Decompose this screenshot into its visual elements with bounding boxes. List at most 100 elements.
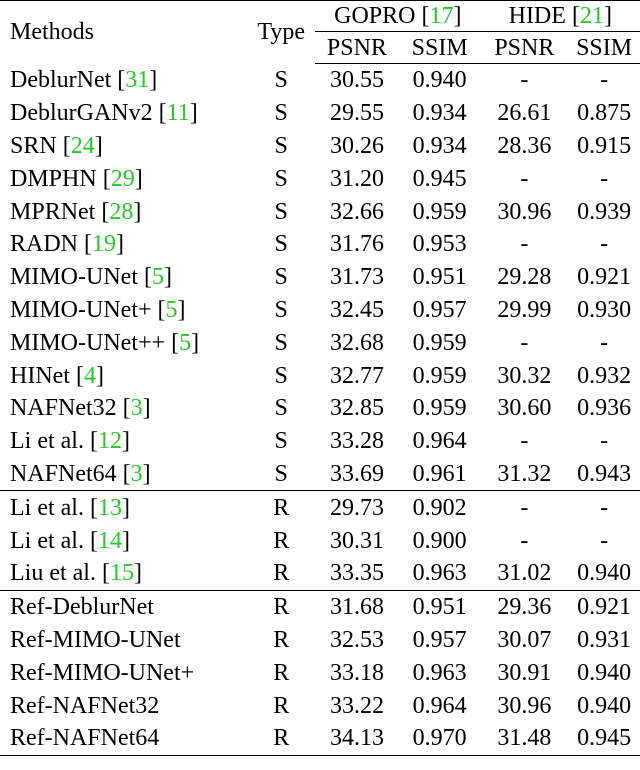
method-cell: MIMO-UNet++ [5] xyxy=(10,329,200,356)
citation-link[interactable]: 28 xyxy=(109,198,134,225)
table-row: Ref-NAFNet64 R 34.13 0.970 31.48 0.945 xyxy=(0,721,640,756)
gopro-ssim-cell: 0.945 xyxy=(412,165,467,192)
method-name: NAFNet32 xyxy=(10,395,117,422)
hide-psnr-cell: - xyxy=(520,231,529,258)
gopro-psnr-cell: 33.22 xyxy=(329,692,384,719)
gopro-psnr-cell: 32.45 xyxy=(329,296,384,323)
method-cell: DMPHN [29] xyxy=(10,165,143,192)
hide-ssim-cell: - xyxy=(600,231,609,258)
gopro-psnr-cell: 29.55 xyxy=(329,100,384,127)
type-cell: R xyxy=(273,527,290,554)
method-name: NAFNet64 xyxy=(10,460,117,487)
citation-link[interactable]: 12 xyxy=(97,428,122,455)
table-row: MIMO-UNet++ [5] S 32.68 0.959 - - xyxy=(0,326,640,359)
header-type: Type xyxy=(247,0,316,64)
hide-psnr-cell: - xyxy=(520,329,529,356)
gopro-ssim-cell: 0.961 xyxy=(412,460,467,487)
method-name: Liu et al. xyxy=(10,560,96,587)
citation-link[interactable]: 29 xyxy=(110,165,135,192)
hide-ssim-cell: - xyxy=(600,329,609,356)
gopro-ssim-cell: 0.900 xyxy=(412,527,467,554)
citation-link[interactable]: 11 xyxy=(166,100,190,127)
hide-psnr-cell: 30.91 xyxy=(497,659,552,686)
type-cell: S xyxy=(274,264,288,291)
hide-psnr-cell: 30.07 xyxy=(497,626,552,653)
hide-psnr-cell: - xyxy=(480,490,569,525)
gopro-ssim-cell: 0.964 xyxy=(412,692,467,719)
citation-link[interactable]: 24 xyxy=(70,132,95,159)
gopro-ssim-cell: 0.970 xyxy=(398,721,481,756)
hide-psnr-cell: 31.48 xyxy=(480,721,569,756)
gopro-psnr-cell: 31.73 xyxy=(329,264,384,291)
hide-psnr-cell: - xyxy=(520,428,529,455)
table-row: DeblurNet [31] S 30.55 0.940 - - xyxy=(0,64,640,97)
gopro-psnr-cell: 33.35 xyxy=(329,560,384,587)
hide-ssim-cell: 0.939 xyxy=(577,198,632,225)
citation-link[interactable]: 15 xyxy=(109,560,134,587)
method-cell: DeblurNet [31] xyxy=(10,67,158,94)
type-cell: R xyxy=(247,589,316,624)
method-name: MIMO-UNet+ xyxy=(10,296,152,323)
hide-psnr-cell: 29.36 xyxy=(480,589,569,624)
table-row: Li et al. [12] S 33.28 0.964 - - xyxy=(0,425,640,458)
type-cell: S xyxy=(274,198,288,225)
type-cell: S xyxy=(274,362,288,389)
method-name: MPRNet xyxy=(10,198,96,225)
table-row: Ref-DeblurNet R 31.68 0.951 29.36 0.921 xyxy=(0,589,640,624)
citation-link[interactable]: 5 xyxy=(179,329,192,356)
gopro-psnr-cell: 32.66 xyxy=(329,198,384,225)
method-name: Ref-MIMO-UNet xyxy=(10,626,181,653)
type-cell: S xyxy=(274,460,288,487)
citation-link[interactable]: 3 xyxy=(130,395,143,422)
method-cell: Li et al. [14] xyxy=(10,527,130,554)
method-name: RADN xyxy=(10,231,79,258)
gopro-psnr-cell: 31.68 xyxy=(315,589,399,624)
gopro-psnr-cell: 31.20 xyxy=(329,165,384,192)
type-cell: S xyxy=(274,329,288,356)
hide-ssim-cell: 0.940 xyxy=(577,692,632,719)
hide-ssim-cell: - xyxy=(600,165,609,192)
gopro-ssim-cell: 0.951 xyxy=(412,264,467,291)
header-gopro-psnr: PSNR xyxy=(315,31,399,64)
citation-link[interactable]: 14 xyxy=(97,527,122,554)
type-cell: R xyxy=(273,626,290,653)
gopro-ssim-cell: 0.934 xyxy=(412,132,467,159)
method-cell: Liu et al. [15] xyxy=(10,560,142,587)
table-row: NAFNet64 [3] S 33.69 0.961 31.32 0.943 xyxy=(0,458,640,491)
citation-link[interactable]: 13 xyxy=(97,494,122,521)
table-row: Ref-NAFNet32 R 33.22 0.964 30.96 0.940 xyxy=(0,689,640,722)
type-cell: S xyxy=(274,395,288,422)
hide-ssim-cell: 0.936 xyxy=(577,395,632,422)
hide-psnr-cell: 30.96 xyxy=(497,198,552,225)
method-name: Li et al. xyxy=(10,527,84,554)
citation-link[interactable]: 5 xyxy=(151,264,164,291)
hide-ssim-cell: 0.943 xyxy=(577,460,632,487)
hide-ssim-cell: 0.930 xyxy=(577,296,632,323)
type-cell: S xyxy=(274,231,288,258)
hide-psnr-cell: 29.28 xyxy=(497,264,552,291)
method-cell: SRN [24] xyxy=(10,132,103,159)
citation-link[interactable]: 4 xyxy=(83,362,96,389)
citation-link[interactable]: 19 xyxy=(92,231,117,258)
hide-ssim-cell: 0.932 xyxy=(577,362,632,389)
citation-link[interactable]: 3 xyxy=(130,460,143,487)
citation-link[interactable]: 31 xyxy=(125,67,150,94)
method-cell: DeblurGANv2 [11] xyxy=(10,100,198,127)
hide-ssim-cell: 0.940 xyxy=(577,659,632,686)
header-gopro: GOPRO [17] xyxy=(315,0,481,32)
gopro-ssim-cell: 0.953 xyxy=(412,231,467,258)
table-row: Liu et al. [15] R 33.35 0.963 31.02 0.940 xyxy=(0,557,640,590)
gopro-ssim-cell: 0.957 xyxy=(412,296,467,323)
type-cell: R xyxy=(247,490,316,525)
method-cell: HINet [4] xyxy=(10,362,104,389)
citation-link[interactable]: 5 xyxy=(165,296,178,323)
method-cell: NAFNet32 [3] xyxy=(10,395,151,422)
table-row: MIMO-UNet [5] S 31.73 0.951 29.28 0.921 xyxy=(0,261,640,294)
type-cell: R xyxy=(273,659,290,686)
header-hide-ssim: SSIM xyxy=(568,31,640,64)
hide-psnr-cell: 30.60 xyxy=(497,395,552,422)
method-cell: RADN [19] xyxy=(10,231,125,258)
gopro-ssim-cell: 0.963 xyxy=(412,659,467,686)
